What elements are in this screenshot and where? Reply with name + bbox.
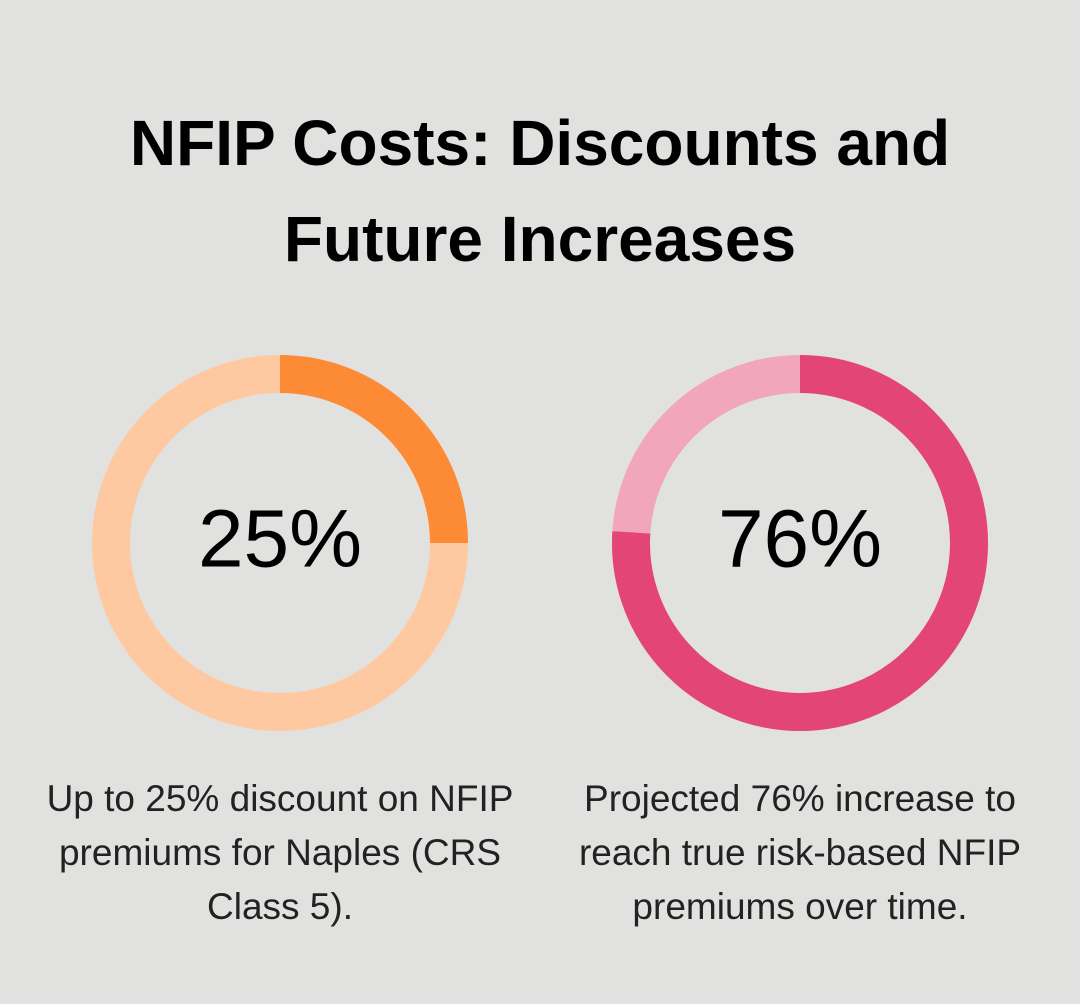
donut-arc [612,355,988,731]
value-label: 76% [718,494,882,585]
value-label: 25% [198,494,362,585]
description: Up to 25% discount on NFIP premiums for … [46,778,514,927]
donut-arc [279,355,468,544]
title: NFIP Costs: Discounts and Future Increas… [129,107,951,275]
description: Projected 76% increase to reach true ris… [578,778,1022,927]
